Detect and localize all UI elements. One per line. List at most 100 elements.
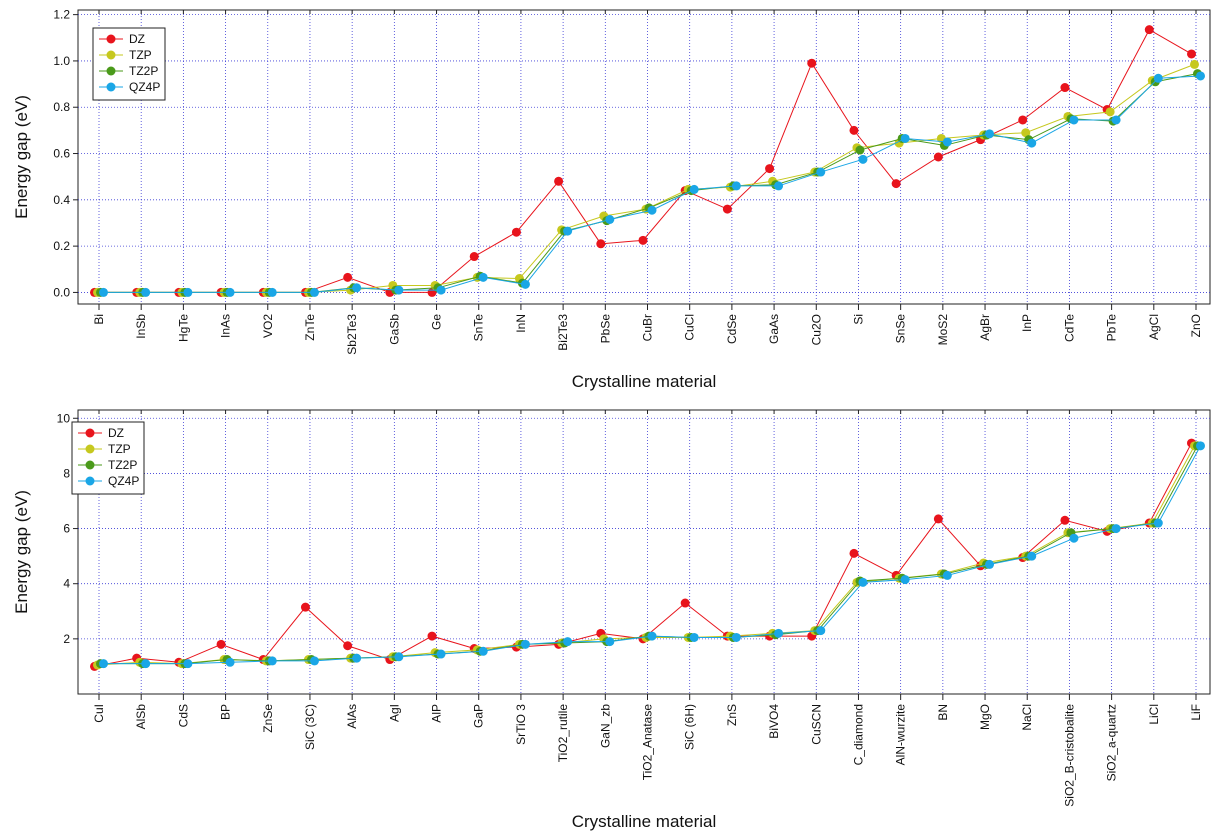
x-tick-label: C_diamond <box>851 704 865 765</box>
data-point-qz4p <box>141 287 151 297</box>
legend-label: TZ2P <box>129 64 158 78</box>
data-point-qz4p <box>520 639 530 649</box>
legend-label: TZ2P <box>108 458 137 472</box>
data-point-dz <box>722 204 732 214</box>
x-tick-label: CuI <box>92 704 106 723</box>
legend-marker <box>106 50 116 60</box>
data-point-dz <box>300 602 310 612</box>
x-tick-label: Ge <box>430 314 444 330</box>
x-tick-label: AlP <box>430 704 444 723</box>
x-tick-label: CuBr <box>641 314 655 341</box>
data-point-qz4p <box>141 659 151 669</box>
data-point-qz4p <box>689 184 699 194</box>
data-point-qz4p <box>816 167 826 177</box>
data-point-qz4p <box>563 637 573 647</box>
x-tick-label: BiVO4 <box>767 704 781 739</box>
data-point-qz4p <box>1111 115 1121 125</box>
data-point-dz <box>469 252 479 262</box>
data-point-dz <box>1187 49 1196 59</box>
x-tick-label: ZnO <box>1189 314 1203 337</box>
data-point-qz4p <box>816 626 826 636</box>
data-point-dz <box>807 58 817 68</box>
data-point-dz <box>891 179 901 189</box>
data-point-dz <box>554 176 564 186</box>
data-point-qz4p <box>1027 551 1037 561</box>
data-point-qz4p <box>478 272 488 282</box>
data-point-qz4p <box>900 575 910 585</box>
y-tick-label: 0.8 <box>53 100 70 114</box>
data-point-qz4p <box>309 287 319 297</box>
data-point-qz4p <box>731 632 741 642</box>
x-tick-label: SnSe <box>894 314 908 344</box>
x-tick-label: Si <box>851 314 865 325</box>
data-point-dz <box>1018 115 1028 125</box>
x-tick-label: ZnSe <box>261 704 275 733</box>
x-tick-label: AgCl <box>1147 314 1161 340</box>
x-tick-label: BP <box>219 704 233 720</box>
y-axis-title: Energy gap (eV) <box>12 490 31 614</box>
legend-marker <box>106 82 116 92</box>
data-point-dz <box>1060 515 1070 525</box>
data-point-qz4p <box>225 287 235 297</box>
x-tick-label: HgTe <box>176 314 190 342</box>
y-tick-label: 4 <box>63 577 70 591</box>
data-point-qz4p <box>309 656 319 666</box>
x-tick-label: ZnS <box>725 704 739 726</box>
x-tick-label: CuSCN <box>809 704 823 745</box>
legend-marker <box>85 460 95 470</box>
y-tick-label: 0.4 <box>53 193 70 207</box>
data-point-dz <box>765 164 775 174</box>
x-tick-label: CuCl <box>683 314 697 341</box>
data-point-qz4p <box>900 133 910 143</box>
data-point-dz <box>596 239 606 249</box>
data-point-qz4p <box>267 287 277 297</box>
x-tick-label: ZnTe <box>303 314 317 341</box>
legend-label: QZ4P <box>108 474 139 488</box>
data-point-dz <box>343 272 353 282</box>
x-tick-label: GaAs <box>767 314 781 344</box>
data-point-qz4p <box>183 287 193 297</box>
data-point-qz4p <box>436 649 446 659</box>
data-point-qz4p <box>394 652 404 662</box>
data-point-qz4p <box>985 129 995 139</box>
legend-marker <box>106 66 116 76</box>
data-point-dz <box>849 125 859 135</box>
legend-marker <box>85 476 95 486</box>
legend-label: TZP <box>108 442 131 456</box>
data-point-qz4p <box>1153 73 1163 83</box>
x-tick-label: Cu2O <box>809 314 823 345</box>
x-tick-label: AlSb <box>134 704 148 730</box>
y-tick-label: 0.2 <box>53 239 70 253</box>
y-tick-label: 0.6 <box>53 147 70 161</box>
data-point-qz4p <box>99 659 108 669</box>
data-point-qz4p <box>225 657 235 667</box>
data-point-tzp <box>1021 128 1031 138</box>
x-tick-label: LiCl <box>1147 704 1161 725</box>
x-tick-label: AgBr <box>978 314 992 341</box>
data-point-qz4p <box>394 285 404 295</box>
data-point-tz2p <box>855 145 865 155</box>
x-tick-label: SiC (3C) <box>303 704 317 750</box>
x-tick-label: InN <box>514 314 528 333</box>
series-line-tzp <box>97 63 1195 293</box>
data-point-qz4p <box>774 628 784 638</box>
data-point-dz <box>933 514 943 524</box>
series-line-tz2p <box>100 73 1198 293</box>
x-tick-label: CdTe <box>1062 314 1076 342</box>
data-point-dz <box>933 152 943 162</box>
data-point-qz4p <box>563 226 573 236</box>
data-point-qz4p <box>1196 441 1205 451</box>
data-point-qz4p <box>689 632 699 642</box>
data-point-qz4p <box>647 205 657 215</box>
x-tick-label: PbTe <box>1105 314 1119 342</box>
data-point-dz <box>427 631 437 641</box>
x-tick-label: GaP <box>472 704 486 728</box>
data-point-qz4p <box>942 137 952 147</box>
data-point-qz4p <box>1069 533 1079 543</box>
legend-label: TZP <box>129 48 152 62</box>
y-axis-title: Energy gap (eV) <box>12 95 31 219</box>
x-tick-label: MoS2 <box>936 314 950 346</box>
data-point-dz <box>680 598 690 608</box>
data-point-tzp <box>1190 59 1199 69</box>
data-point-qz4p <box>1153 518 1163 528</box>
